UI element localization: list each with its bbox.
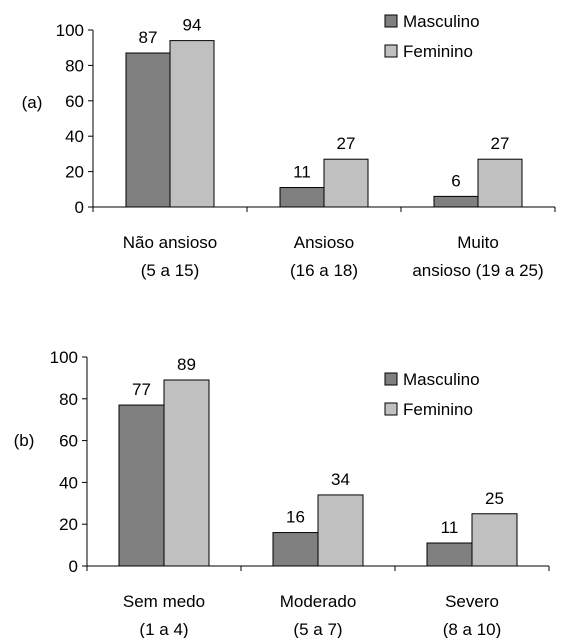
data-label: 77 <box>132 380 151 399</box>
bar-masculino-3 <box>433 195 479 208</box>
y-tick-label: 80 <box>65 56 84 75</box>
y-tick-label: 20 <box>59 515 78 534</box>
legend-swatch-masculino <box>384 372 398 386</box>
data-label: 6 <box>451 171 460 190</box>
y-tick-label: 100 <box>56 21 84 40</box>
bar-feminino-1 <box>169 40 215 208</box>
bar-masculino-2 <box>272 532 319 567</box>
data-label: 27 <box>491 134 510 153</box>
legend-swatch-feminino <box>384 44 398 58</box>
category-label-line1: Ansioso <box>294 233 354 252</box>
bar-masculino-3 <box>426 542 473 567</box>
data-label: 87 <box>139 28 158 47</box>
panel-label: (b) <box>14 431 35 450</box>
y-tick-label: 40 <box>65 127 84 146</box>
bar-feminino-2 <box>317 494 364 567</box>
y-tick-label: 60 <box>59 432 78 451</box>
legend-label: Feminino <box>403 42 473 61</box>
category-label-line2: ansioso (19 a 25) <box>412 261 543 280</box>
legend-swatch-masculino <box>384 14 398 28</box>
category-label-line2: (1 a 4) <box>139 620 188 638</box>
data-label: 11 <box>441 518 459 537</box>
legend-swatch-feminino <box>384 402 398 416</box>
bar-masculino-1 <box>125 52 171 208</box>
legend-label: Masculino <box>403 12 480 31</box>
category-label-line2: (8 a 10) <box>443 620 502 638</box>
chart-panel-2: 0 20 40 60 80 100 77 89 Sem medo (1 a 4) 16 34 Moder… <box>14 348 550 639</box>
category-label-line1: Severo <box>445 592 499 611</box>
y-tick-label: 0 <box>75 198 84 217</box>
bar-feminino-2 <box>323 158 369 208</box>
category-label-line2: (5 a 15) <box>141 261 200 280</box>
bar-feminino-3 <box>477 158 523 208</box>
data-label: 11 <box>293 163 311 182</box>
y-tick-label: 60 <box>65 92 84 111</box>
category-label-line2: (5 a 7) <box>293 620 342 638</box>
y-tick-label: 20 <box>65 163 84 182</box>
chart-panel-1: 0 20 40 60 80 100 87 94 Não ansioso (5 a 15) 11 27 A… <box>22 12 556 280</box>
legend-label: Feminino <box>403 400 473 419</box>
bar-masculino-1 <box>118 404 165 567</box>
category-label-line1: Não ansioso <box>123 233 218 252</box>
data-label: 89 <box>177 355 196 374</box>
data-label: 27 <box>337 134 356 153</box>
bar-masculino-2 <box>279 187 325 208</box>
y-tick-label: 100 <box>50 348 78 367</box>
category-label-line1: Muito <box>457 233 499 252</box>
y-tick-label: 0 <box>69 557 78 576</box>
data-label: 16 <box>286 508 305 527</box>
category-label-line2: (16 a 18) <box>290 261 358 280</box>
data-label: 25 <box>485 489 504 508</box>
data-label: 94 <box>183 16 202 35</box>
panel-label: (a) <box>22 93 43 112</box>
category-label-line1: Sem medo <box>123 592 205 611</box>
legend-label: Masculino <box>403 370 480 389</box>
y-tick-label: 80 <box>59 390 78 409</box>
data-label: 34 <box>331 470 350 489</box>
y-tick-label: 40 <box>59 473 78 492</box>
category-label-line1: Moderado <box>280 592 357 611</box>
bar-feminino-3 <box>471 513 518 567</box>
bar-feminino-1 <box>163 379 210 567</box>
